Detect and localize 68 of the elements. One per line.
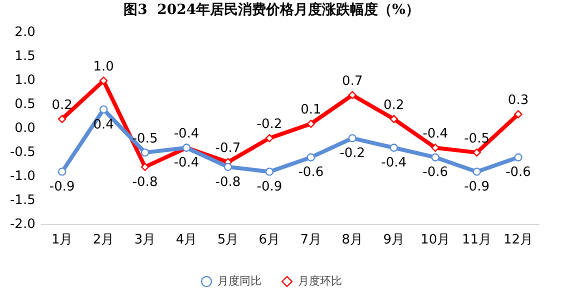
point — [431, 153, 440, 162]
data-label: 1.0 — [93, 60, 114, 75]
data-label: -0.2 — [256, 117, 282, 132]
data-label: -0.4 — [174, 126, 200, 142]
x-tick-label: 11月 — [462, 232, 492, 248]
data-label: -0.8 — [132, 174, 158, 190]
y-tick-label: 1.5 — [14, 49, 36, 64]
y-tick-label: -0.5 — [10, 144, 36, 160]
y-tick-label: 0.0 — [14, 120, 36, 136]
data-label: -0.9 — [49, 180, 75, 195]
point — [306, 153, 316, 162]
data-label: -0.4 — [381, 156, 407, 171]
point — [472, 168, 481, 176]
point — [306, 120, 316, 128]
data-label: -0.6 — [506, 165, 531, 180]
data-label: 0.1 — [300, 102, 322, 118]
point — [265, 134, 274, 142]
point — [140, 148, 150, 157]
point — [99, 76, 108, 85]
chart-title: 图3 2024年居民消费价格月度涨跌幅度（%） — [124, 1, 420, 18]
x-tick-label: 12月 — [503, 232, 534, 248]
data-label: -0.5 — [464, 131, 490, 146]
point — [99, 105, 108, 114]
legend-label: 月度环比 — [298, 274, 342, 288]
y-tick-label: -2.0 — [10, 216, 36, 232]
x-tick-label: 9月 — [383, 232, 404, 248]
x-tick-label: 3月 — [134, 232, 156, 248]
point — [431, 144, 440, 152]
point — [348, 90, 356, 100]
data-label: 0.4 — [93, 117, 114, 132]
x-tick-label: 6月 — [258, 232, 280, 248]
point — [348, 134, 356, 142]
point — [265, 168, 274, 176]
y-tick-label: -1.0 — [10, 168, 36, 184]
data-label: -0.6 — [298, 165, 324, 180]
point — [390, 144, 398, 152]
data-label: 0.2 — [384, 98, 404, 113]
point — [514, 110, 522, 118]
data-label: -0.4 — [422, 126, 448, 142]
x-tick-label: 1月 — [51, 232, 73, 248]
x-tick-label: 10月 — [420, 232, 450, 248]
data-label: -0.2 — [340, 146, 366, 162]
data-label: -0.4 — [174, 156, 200, 171]
x-tick-label: 7月 — [300, 232, 322, 248]
x-tick-label: 4月 — [176, 232, 198, 248]
point — [390, 114, 398, 124]
x-tick-label: 8月 — [342, 232, 364, 248]
data-label: -0.9 — [464, 180, 490, 195]
x-tick-label: 5月 — [217, 232, 239, 248]
y-tick-label: 1.0 — [14, 73, 36, 88]
y-tick-label: -1.5 — [10, 192, 36, 208]
data-label: 0.3 — [508, 93, 529, 108]
point — [58, 168, 66, 176]
data-label: -0.5 — [132, 131, 158, 146]
data-label: 0.7 — [342, 74, 363, 89]
point — [514, 153, 522, 162]
data-label: 0.2 — [52, 98, 72, 113]
x-tick-label: 2月 — [92, 232, 114, 248]
data-label: -0.9 — [256, 180, 282, 195]
point — [140, 162, 150, 172]
point — [224, 162, 232, 172]
y-tick-label: 0.5 — [14, 97, 36, 112]
data-label: -0.6 — [422, 165, 448, 180]
legend-label: 月度同比 — [218, 274, 262, 288]
data-label: -0.7 — [215, 141, 241, 156]
point — [58, 114, 66, 124]
data-label: -0.8 — [215, 174, 241, 190]
y-tick-label: 2.0 — [14, 25, 36, 40]
